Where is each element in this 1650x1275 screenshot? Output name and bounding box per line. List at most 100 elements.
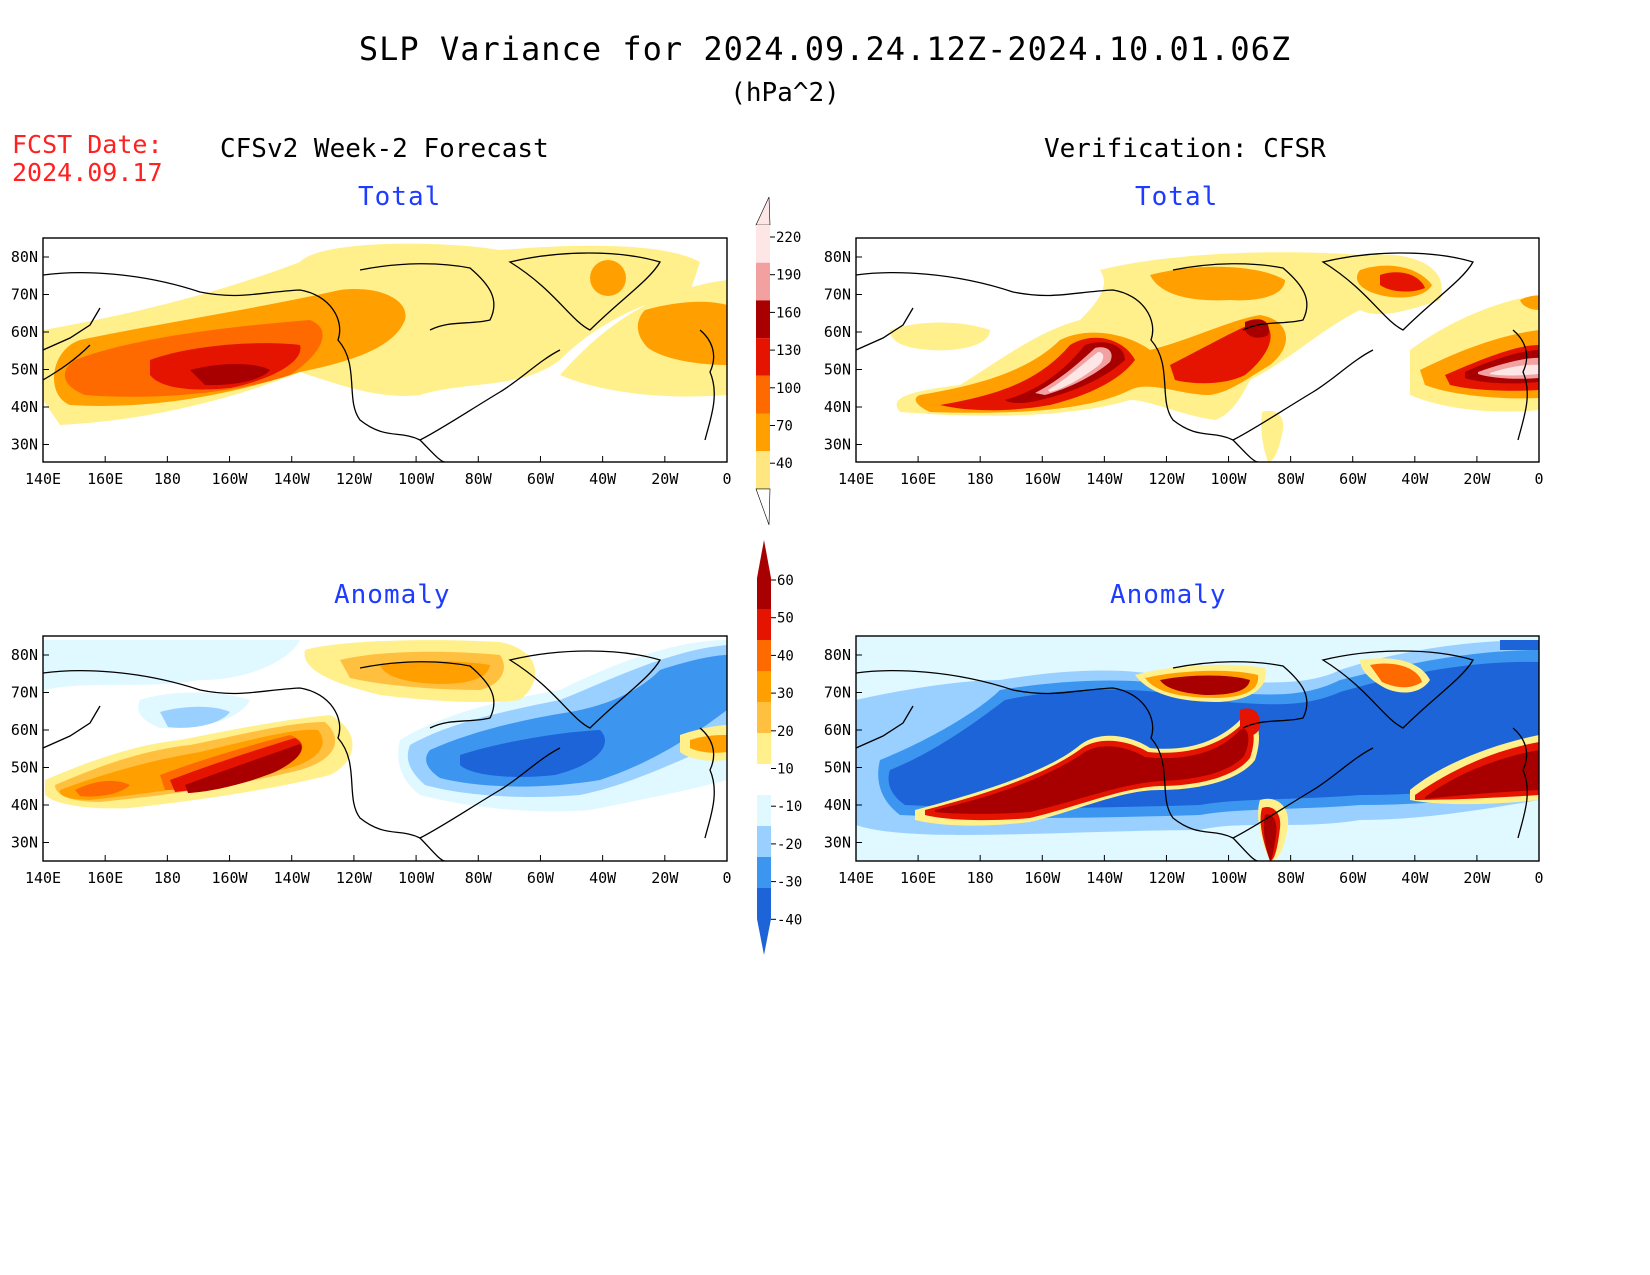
forecast-anomaly-lat-label: 40N: [11, 796, 38, 814]
colorbar-anomaly-arrow-bottom: [757, 919, 771, 955]
verification-anomaly-lat-label: 50N: [824, 759, 851, 777]
forecast-total-lat-label: 40N: [11, 398, 38, 416]
forecast-anomaly-field: [43, 636, 727, 861]
colorbar-total: 220 190 160 130 100 70 40: [755, 196, 801, 526]
verification-total-contour-220: [1048, 352, 1104, 392]
colorbar-total-wedge-bottom: [755, 488, 771, 526]
colorbar-total-label: 100: [776, 381, 801, 397]
colorbar-anomaly-swatch: [757, 671, 771, 702]
forecast-total-contour-70-greenland: [590, 260, 626, 296]
verification-anomaly-lon-label: 160E: [900, 869, 936, 887]
forecast-anomaly-lon-label: 180: [154, 869, 181, 887]
colorbar-anomaly-label: -30: [777, 875, 802, 891]
verification-total-lon-label: 40W: [1401, 470, 1429, 488]
colorbar-anomaly-label: -20: [777, 837, 802, 853]
colorbar-total-swatch: [756, 262, 770, 301]
colorbar-total-swatch: [756, 225, 770, 263]
colorbar-anomaly-swatch: [757, 795, 771, 826]
forecast-anomaly-map: [42, 635, 728, 862]
colorbar-anomaly-swatch: [757, 702, 771, 733]
forecast-anomaly-lon-label: 120W: [336, 869, 373, 887]
verification-total-lon-label: 20W: [1463, 470, 1491, 488]
colorbar-anomaly-swatch: [757, 764, 771, 795]
verification-total-lon-label: 80W: [1277, 470, 1305, 488]
forecast-total-contour-160: [190, 364, 270, 386]
verification-anomaly-lat-label: 70N: [824, 684, 851, 702]
colorbar-total-wedge-top: [755, 196, 771, 226]
forecast-anomaly-lon-label: 40W: [589, 869, 617, 887]
verification-total-lon-label: 120W: [1148, 470, 1185, 488]
colorbar-anomaly-label: -10: [777, 799, 802, 815]
verification-anomaly-lon-label: 60W: [1339, 869, 1367, 887]
colorbar-anomaly-swatch: [757, 826, 771, 857]
forecast-anomaly-lon-label: 60W: [527, 869, 555, 887]
forecast-total-lat-label: 80N: [11, 248, 38, 266]
verification-total-map: [855, 237, 1540, 463]
verification-total-coastlines: [856, 252, 1528, 462]
colorbar-anomaly-swatch: [757, 733, 771, 764]
forecast-total-map: [42, 237, 728, 463]
verification-total-contour-40-asia: [890, 322, 990, 351]
verification-anomaly-map: [855, 635, 1540, 862]
colorbar-total-swatch: [756, 375, 770, 414]
colorbar-anomaly-swatch: [757, 578, 771, 609]
verification-total-field: [856, 238, 1539, 462]
forecast-total-lon-label: 0: [722, 470, 731, 488]
colorbar-anomaly-swatch: [757, 888, 771, 919]
verification-total-lat-label: 70N: [824, 286, 851, 304]
colorbar-anomaly-label: 50: [777, 611, 794, 627]
verification-total-contour-40-gulf: [1261, 410, 1284, 462]
colorbar-total-label: 40: [776, 456, 793, 472]
verification-anomaly-lon-label: 0: [1534, 869, 1543, 887]
forecast-anomaly-lat-label: 70N: [11, 684, 38, 702]
forecast-total-coastlines: [43, 252, 715, 462]
colorbar-anomaly-label: -40: [777, 912, 802, 928]
colorbar-anomaly-swatch: [757, 609, 771, 640]
colorbar-anomaly-label: 40: [777, 648, 794, 664]
verification-heading: Verification: CFSR: [1044, 134, 1326, 164]
colorbar-total-swatch: [756, 413, 770, 452]
forecast-total-lon-label: 60W: [527, 470, 555, 488]
forecast-anomaly-lon-label: 140W: [274, 869, 311, 887]
forecast-total-contour-70-atlantic: [637, 301, 727, 365]
verification-anomaly-lat-label: 60N: [824, 721, 851, 739]
panel-title-verification-total: Total: [1135, 182, 1219, 212]
forecast-total-lon-label: 160W: [211, 470, 248, 488]
forecast-anomaly-lon-label: 80W: [465, 869, 493, 887]
verification-total-lon-label: 60W: [1339, 470, 1367, 488]
verification-total-lon-label: 140W: [1086, 470, 1123, 488]
verification-total-lat-label: 60N: [824, 323, 851, 341]
forecast-total-lat-label: 60N: [11, 323, 38, 341]
forecast-total-lon-label: 20W: [651, 470, 679, 488]
colorbar-total-swatch: [756, 451, 770, 489]
forecast-anomaly-lat-label: 50N: [11, 759, 38, 777]
verification-total-frame: [855, 237, 1540, 463]
verification-total-contour-70-arctic: [1150, 266, 1285, 301]
forecast-anomaly-contour-neg10: [43, 640, 300, 690]
forecast-anomaly-lon-label: 20W: [651, 869, 679, 887]
verification-anomaly-frame: [855, 635, 1540, 862]
forecast-total-lon-label: 40W: [589, 470, 617, 488]
panel-title-verification-anomaly: Anomaly: [1110, 580, 1227, 610]
verification-anomaly-lon-label: 20W: [1463, 869, 1491, 887]
forecast-heading: CFSv2 Week-2 Forecast: [220, 134, 549, 164]
colorbar-anomaly-label: 20: [777, 724, 794, 740]
verification-total-lat-label: 80N: [824, 248, 851, 266]
forecast-anomaly-lon-label: 0: [722, 869, 731, 887]
forecast-total-lon-label: 140E: [25, 470, 61, 488]
units-label: (hPa^2): [730, 78, 840, 108]
verification-anomaly-lon-label: 140E: [838, 869, 874, 887]
forecast-total-lat-label: 30N: [11, 436, 38, 454]
verification-anomaly-lon-label: 80W: [1277, 869, 1305, 887]
colorbar-anomaly: 60 50 40 30 20 10 -10 -20 -30 -40: [757, 540, 802, 955]
panel-title-forecast-total: Total: [358, 182, 442, 212]
colorbar-anomaly-label: 10: [777, 762, 794, 778]
colorbar-anomaly-label: 60: [777, 573, 794, 589]
verification-anomaly-lat-label: 80N: [824, 646, 851, 664]
forecast-anomaly-frame: [42, 635, 728, 862]
colorbar-anomaly-swatch: [757, 640, 771, 671]
verification-total-lon-label: 160W: [1024, 470, 1061, 488]
forecast-anomaly-contour-60: [185, 744, 302, 793]
colorbar-total-swatch: [756, 338, 770, 376]
colorbar-anomaly-arrow-top: [757, 540, 771, 578]
